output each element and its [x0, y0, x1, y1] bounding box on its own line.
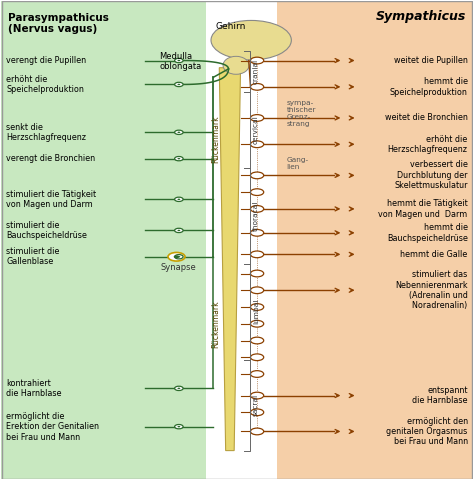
Circle shape [174, 130, 183, 134]
Text: Synapse: Synapse [161, 263, 197, 272]
Text: senkt die
Herzschlagfrequenz: senkt die Herzschlagfrequenz [6, 122, 86, 142]
Text: sympa-
thischer
Grenz-
strang: sympa- thischer Grenz- strang [287, 100, 316, 127]
Text: erhöht die
Speichelproduktion: erhöht die Speichelproduktion [6, 75, 84, 94]
Circle shape [250, 304, 264, 311]
Bar [277, 0, 474, 480]
Circle shape [177, 84, 180, 85]
Circle shape [177, 132, 180, 133]
Circle shape [173, 255, 179, 258]
Ellipse shape [223, 56, 249, 74]
Text: weitet die Pupillen: weitet die Pupillen [394, 56, 468, 65]
Circle shape [174, 59, 183, 63]
Circle shape [177, 158, 180, 159]
Circle shape [177, 256, 180, 257]
Circle shape [250, 371, 264, 377]
Circle shape [174, 82, 183, 86]
Circle shape [250, 172, 264, 179]
Circle shape [250, 141, 264, 148]
PathPatch shape [219, 68, 240, 451]
Circle shape [174, 156, 183, 161]
Bar [206, 0, 277, 480]
Text: Rückenmark: Rückenmark [211, 116, 220, 163]
Circle shape [250, 428, 264, 435]
Circle shape [250, 287, 264, 294]
Text: weitet die Bronchien: weitet die Bronchien [385, 113, 468, 122]
Text: ermöglicht die
Erektion der Genitalien
bei Frau und Mann: ermöglicht die Erektion der Genitalien b… [6, 412, 100, 442]
Circle shape [250, 337, 264, 344]
Circle shape [250, 409, 264, 416]
Text: hemmt die
Speichelproduktion: hemmt die Speichelproduktion [390, 77, 468, 96]
Circle shape [177, 230, 180, 231]
Circle shape [174, 386, 183, 391]
Text: Gehirn: Gehirn [216, 22, 246, 31]
Text: Rückenmark: Rückenmark [211, 300, 220, 348]
Text: erhöht die
Herzschlagfrequenz: erhöht die Herzschlagfrequenz [388, 134, 468, 154]
Text: sacral: sacral [253, 394, 259, 416]
Circle shape [174, 197, 183, 202]
Text: Medulla
oblongata: Medulla oblongata [159, 52, 201, 72]
Text: thoracal: thoracal [253, 201, 259, 231]
Text: lumbal: lumbal [253, 299, 259, 324]
Text: stimuliert die
Gallenblase: stimuliert die Gallenblase [6, 247, 60, 266]
Text: entspannt
die Harnblase: entspannt die Harnblase [412, 386, 468, 405]
Text: verengt die Bronchien: verengt die Bronchien [6, 154, 95, 163]
Circle shape [168, 252, 185, 261]
Text: cervical: cervical [253, 116, 259, 144]
Circle shape [250, 57, 264, 64]
Text: Parasympathicus
(Nervus vagus): Parasympathicus (Nervus vagus) [8, 12, 109, 34]
Text: hemmt die Galle: hemmt die Galle [401, 250, 468, 259]
Circle shape [250, 189, 264, 195]
Text: stimuliert die Tätigkeit
von Magen und Darm: stimuliert die Tätigkeit von Magen und D… [6, 190, 97, 209]
Text: cranial: cranial [253, 59, 259, 84]
Circle shape [177, 199, 180, 200]
Text: ermöglicht den
genitalen Orgasmus
bei Frau und Mann: ermöglicht den genitalen Orgasmus bei Fr… [386, 417, 468, 446]
Text: verengt die Pupillen: verengt die Pupillen [6, 56, 86, 65]
Text: kontrahiert
die Harnblase: kontrahiert die Harnblase [6, 379, 62, 398]
Text: hemmt die
Bauchspeicheldrüse: hemmt die Bauchspeicheldrüse [387, 223, 468, 242]
Circle shape [250, 115, 264, 121]
Circle shape [250, 205, 264, 212]
Text: verbessert die
Durchblutung der
Skelettmuskulatur: verbessert die Durchblutung der Skelettm… [394, 160, 468, 190]
Circle shape [250, 229, 264, 236]
Circle shape [177, 426, 180, 427]
Circle shape [177, 388, 180, 389]
Circle shape [174, 424, 183, 429]
Circle shape [250, 392, 264, 399]
Circle shape [250, 354, 264, 360]
Text: stimuliert die
Bauchspeicheldrüse: stimuliert die Bauchspeicheldrüse [6, 221, 87, 240]
Circle shape [174, 254, 183, 259]
Circle shape [250, 321, 264, 327]
Circle shape [250, 251, 264, 258]
Circle shape [250, 270, 264, 277]
Text: stimuliert das
Nebennierenmark
(Adrenalin und
  Noradrenalin): stimuliert das Nebennierenmark (Adrenali… [395, 270, 468, 311]
Bar [0, 0, 206, 480]
Ellipse shape [211, 21, 292, 60]
Circle shape [177, 60, 180, 61]
Text: Gang-
lien: Gang- lien [287, 157, 309, 170]
Text: Sympathicus: Sympathicus [376, 10, 466, 23]
Circle shape [250, 84, 264, 90]
Circle shape [174, 228, 183, 233]
Text: hemmt die Tätigkeit
von Magen und  Darm: hemmt die Tätigkeit von Magen und Darm [378, 199, 468, 218]
